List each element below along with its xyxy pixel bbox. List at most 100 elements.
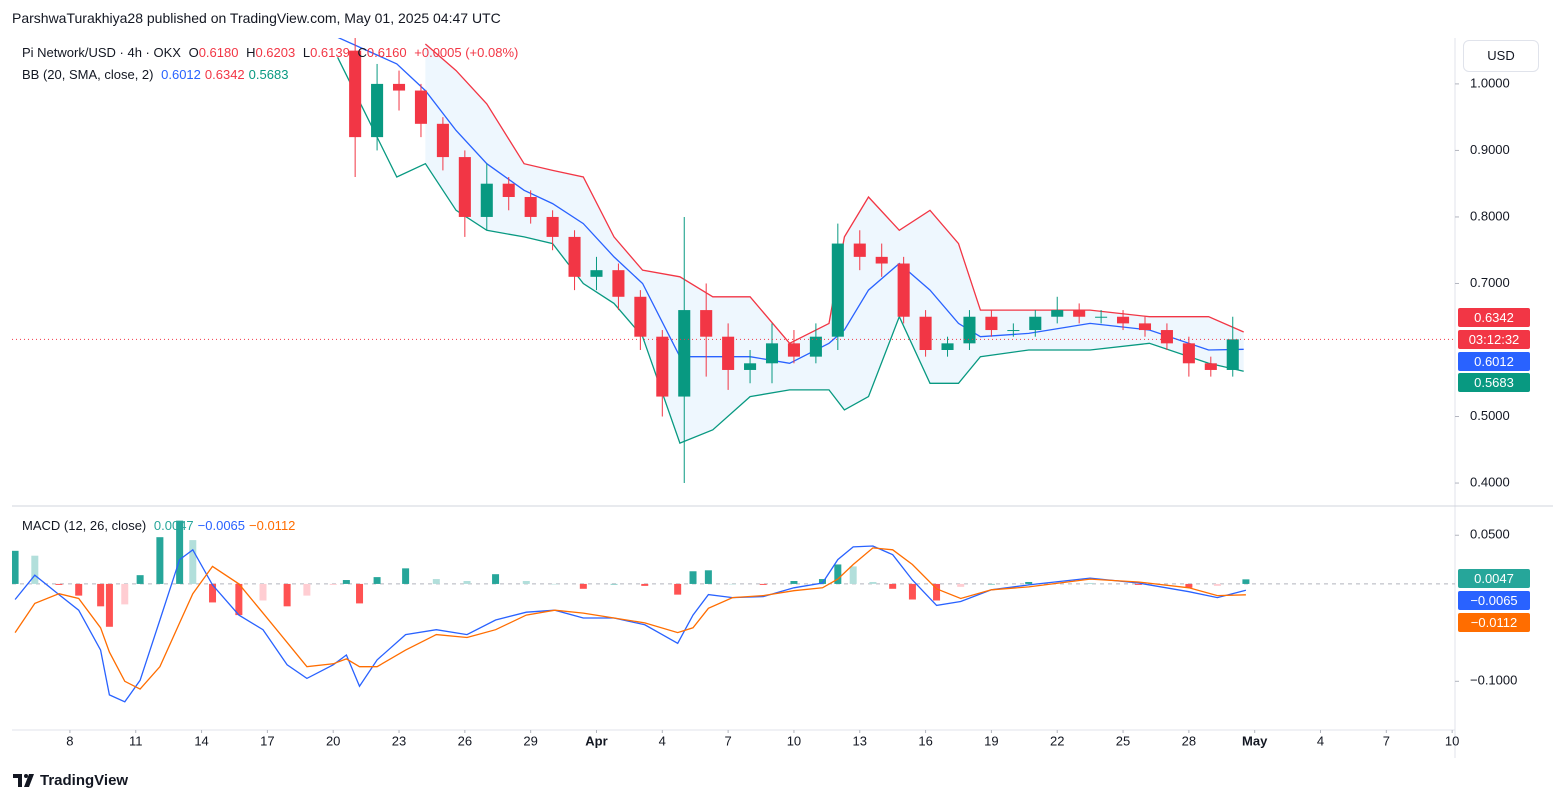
x-tick-label: 16	[918, 733, 932, 748]
macd-line	[14, 545, 1247, 703]
band-line	[337, 57, 1244, 444]
candle-body	[722, 336, 735, 370]
histogram-bar	[790, 581, 798, 584]
y-tick-label: 0.4000	[1470, 474, 1510, 489]
x-tick-label: 11	[129, 733, 143, 748]
x-tick-label: 22	[1050, 733, 1064, 748]
ohlc-key: O	[188, 45, 199, 60]
macd-legend: MACD (12, 26, close) 0.0047 −0.0065 −0.011…	[22, 518, 299, 533]
histogram-bar	[1025, 581, 1033, 584]
histogram-bar	[1213, 583, 1221, 586]
histogram-bar	[55, 583, 63, 585]
candle-body	[678, 310, 691, 397]
histogram-bar	[704, 570, 712, 584]
bb-legend: BB (20, SMA, close, 2) 0.6012 0.6342 0.568…	[22, 67, 292, 82]
candle-body	[1182, 343, 1195, 364]
x-tick-label: 28	[1182, 733, 1196, 748]
price-badge: 0.5683	[1458, 373, 1530, 392]
histogram-bar	[1134, 583, 1142, 585]
candle-body	[1226, 339, 1239, 370]
histogram-bar	[259, 583, 267, 601]
histogram-bar	[957, 583, 965, 587]
histogram-bar	[1242, 579, 1250, 584]
price-badge: 0.0047	[1458, 569, 1530, 588]
x-tick-label: 4	[659, 733, 666, 748]
histogram-bar	[176, 520, 184, 584]
histogram-bar	[689, 571, 697, 584]
price-badge: −0.0112	[1458, 613, 1530, 632]
logo	[13, 774, 34, 787]
histogram-bar	[342, 580, 350, 584]
candle-body	[897, 263, 910, 317]
x-tick-label: 10	[1445, 733, 1459, 748]
indicator-value: 0.0047	[153, 518, 194, 533]
histogram-bar	[97, 583, 105, 607]
histogram-bar	[834, 564, 842, 584]
price-legend: Pi Network/USD · 4h · OKX O0.6180 H0.620…	[22, 45, 522, 60]
candle-body	[1117, 316, 1130, 324]
price-badge: 03:12:32	[1458, 330, 1530, 349]
price-badge: 0.6342	[1458, 308, 1530, 327]
x-tick-label: 17	[260, 733, 274, 748]
candle-body	[1138, 323, 1152, 331]
histogram-bar	[156, 537, 164, 584]
histogram-bar	[492, 574, 500, 584]
axes: 1.0000 0.9000 0.8000 0.7000 0.5000 0.4000 8 11 1…	[66, 75, 1517, 748]
x-tick-label: 10	[787, 733, 801, 748]
ohlc-value: 0.6180	[198, 45, 239, 60]
y-tick-label: 0.9000	[1470, 142, 1510, 157]
logo-mark	[13, 774, 34, 787]
x-tick-label: 23	[392, 733, 406, 748]
x-tick-label: 20	[326, 733, 340, 748]
histogram-bar	[551, 583, 559, 585]
candle-body	[524, 196, 537, 217]
price-badge: −0.0065	[1458, 591, 1530, 610]
indicator-name: MACD (12, 26, close)	[22, 518, 147, 533]
symbol: Pi Network/USD · 4h · OKX	[22, 45, 181, 60]
x-tick-label: 13	[853, 733, 867, 748]
histogram-bar	[729, 583, 737, 585]
candle-body	[700, 310, 713, 337]
y-tick-label: 0.5000	[1470, 408, 1510, 423]
candle-body	[853, 243, 866, 257]
candle-body	[787, 343, 800, 357]
indicator-value: 0.5683	[248, 67, 289, 82]
histogram-bar	[75, 583, 83, 596]
x-tick-label: 4	[1317, 733, 1324, 748]
y-tick-label: 0.8000	[1470, 208, 1510, 223]
candle-body	[1095, 316, 1108, 318]
price-pane	[12, 38, 1455, 484]
candle-body	[392, 83, 406, 91]
publisher: ParshwaTurakhiya28 published on TradingV…	[12, 10, 501, 26]
x-tick-label: 26	[458, 733, 472, 748]
indicator-value: −0.0065	[197, 518, 246, 533]
histogram-bar	[1086, 582, 1094, 584]
candle-body	[963, 316, 976, 344]
histogram-bar	[933, 583, 941, 601]
candle-body	[371, 83, 384, 138]
ohlc-value: 0.6160	[366, 45, 407, 60]
candle-body	[1051, 310, 1064, 317]
histogram-bar	[303, 583, 311, 596]
candle-body	[875, 256, 888, 264]
candle-body	[656, 336, 669, 397]
indicator-value: 0.6012	[161, 67, 201, 82]
histogram-bar	[849, 566, 857, 584]
ohlc-key: L	[302, 45, 311, 60]
histogram-bar	[121, 583, 129, 605]
histogram-bar	[463, 581, 471, 584]
x-tick-label: 7	[1383, 733, 1390, 748]
histogram-bar	[1185, 583, 1193, 588]
currency-button[interactable]: USD	[1463, 40, 1539, 72]
candle-body	[1204, 363, 1217, 370]
histogram-bar	[31, 555, 39, 584]
indicator-name: BB (20, SMA, close, 2)	[22, 67, 154, 82]
histogram-bar	[235, 583, 243, 616]
histogram-bar	[818, 579, 826, 584]
candle-body	[1160, 330, 1173, 344]
x-tick-label: 19	[984, 733, 998, 748]
histogram-bar	[283, 583, 291, 607]
x-tick-label: 7	[725, 733, 732, 748]
logo-dot	[24, 774, 28, 778]
histogram-bar	[432, 579, 440, 584]
